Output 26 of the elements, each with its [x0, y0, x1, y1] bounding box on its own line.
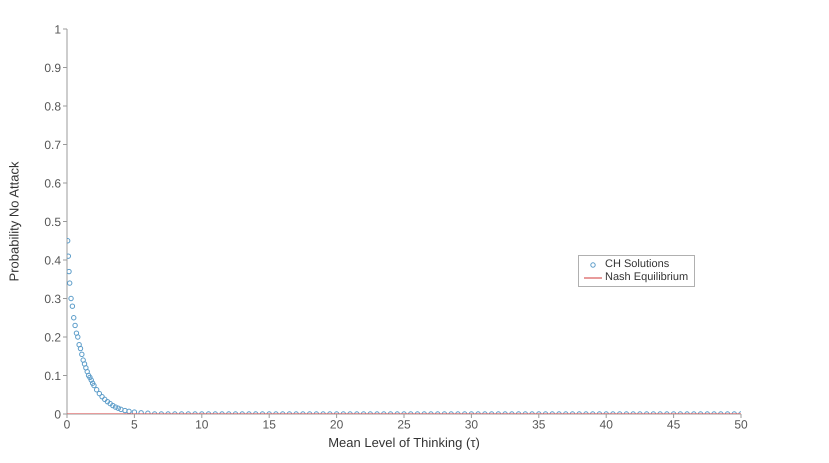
x-tick-label: 25	[397, 418, 411, 432]
y-tick-label: 0.4	[44, 253, 62, 268]
y-tick-label: 0.8	[44, 99, 62, 114]
x-tick-label: 20	[330, 418, 344, 432]
y-tick-label: 0.7	[44, 138, 62, 152]
y-tick-label: 0.1	[44, 368, 62, 383]
y-axis-title: Probability No Attack	[6, 161, 22, 282]
y-tick-label: 0.6	[44, 176, 62, 190]
x-tick-label: 10	[195, 418, 209, 432]
x-tick-label: 45	[666, 418, 681, 432]
x-tick-label: 15	[262, 418, 276, 432]
x-tick-label: 5	[131, 418, 138, 432]
y-tick-label: 1	[54, 22, 62, 36]
legend-label: Nash Equilibrium	[605, 271, 688, 284]
x-tick-label: 0	[64, 418, 71, 432]
y-tick-label: 0.9	[44, 60, 62, 75]
x-tick-label: 40	[600, 418, 614, 432]
legend-label: CH Solutions	[605, 258, 670, 271]
y-tick-label: 0.2	[44, 330, 62, 344]
y-tick-label: 0	[54, 407, 62, 422]
x-axis-title: Mean Level of Thinking (τ)	[328, 435, 480, 450]
y-tick-label: 0.5	[44, 214, 62, 229]
y-tick-label: 0.3	[44, 292, 62, 306]
x-tick-label: 35	[532, 418, 546, 432]
x-tick-label: 50	[734, 418, 748, 432]
x-tick-label: 30	[464, 418, 478, 432]
